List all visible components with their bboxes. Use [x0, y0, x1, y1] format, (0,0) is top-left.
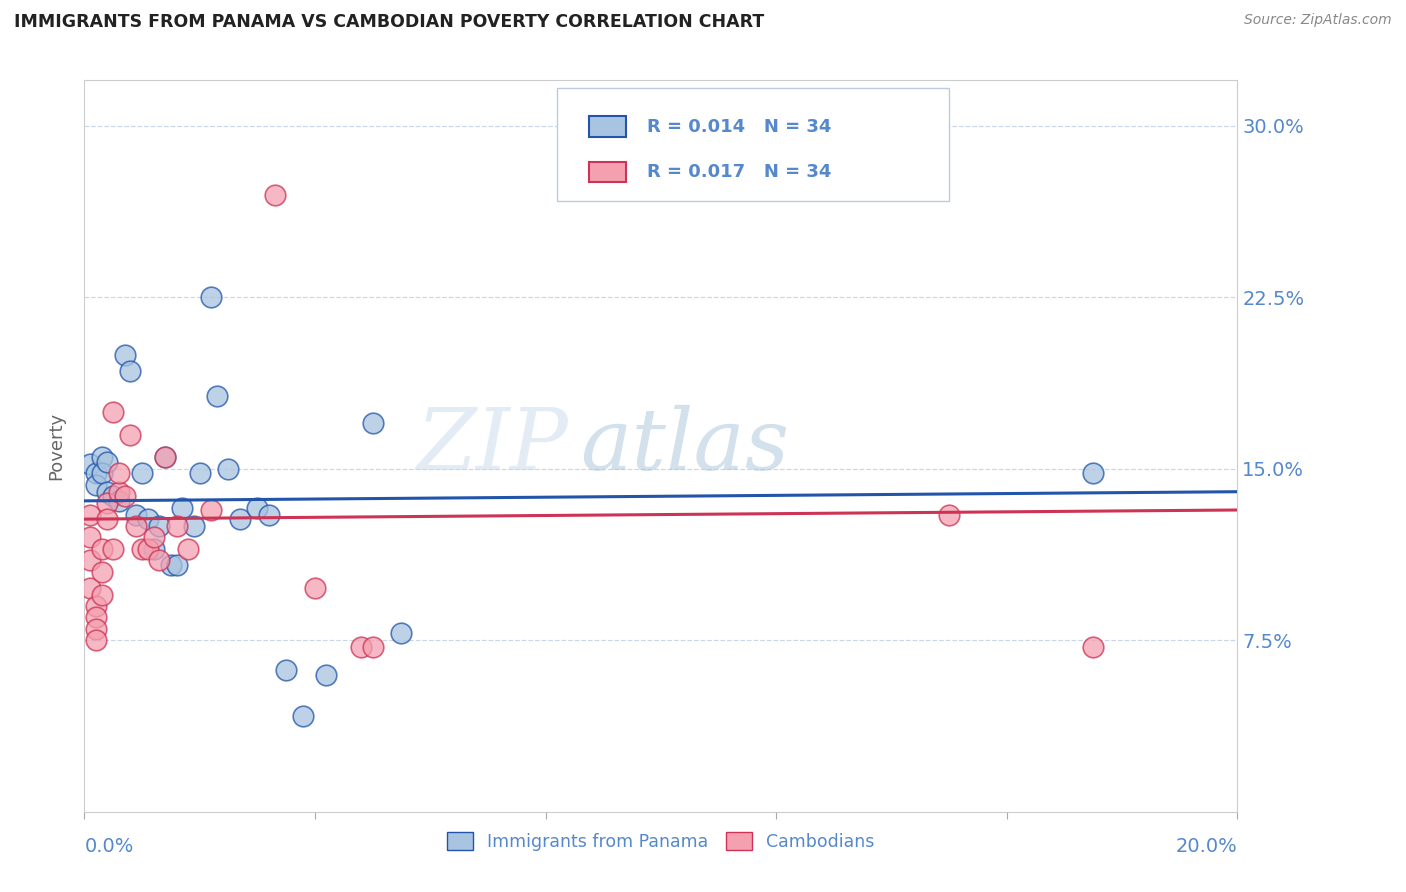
Point: [391, 626, 413, 640]
Point: [148, 553, 170, 567]
Point: [131, 467, 153, 481]
Point: [79, 553, 101, 567]
Point: [79, 458, 101, 472]
Point: [103, 405, 125, 419]
Point: [200, 503, 222, 517]
Point: [79, 581, 101, 595]
Point: [108, 493, 131, 508]
Point: [142, 541, 165, 556]
Point: [292, 708, 315, 723]
Text: R = 0.014   N = 34: R = 0.014 N = 34: [647, 118, 831, 136]
FancyBboxPatch shape: [557, 87, 949, 201]
Point: [361, 416, 384, 430]
Point: [205, 389, 228, 403]
Point: [90, 450, 112, 465]
Text: R = 0.017   N = 34: R = 0.017 N = 34: [647, 163, 831, 181]
Point: [114, 347, 136, 362]
Point: [200, 290, 222, 304]
Point: [90, 588, 112, 602]
FancyBboxPatch shape: [589, 116, 626, 136]
Point: [160, 558, 183, 572]
Point: [120, 363, 142, 377]
Point: [276, 663, 298, 677]
Point: [79, 508, 101, 522]
Point: [84, 599, 107, 613]
Point: [125, 508, 148, 522]
Point: [120, 427, 142, 442]
Point: [246, 500, 269, 515]
Text: IMMIGRANTS FROM PANAMA VS CAMBODIAN POVERTY CORRELATION CHART: IMMIGRANTS FROM PANAMA VS CAMBODIAN POVE…: [14, 13, 765, 31]
Point: [125, 519, 148, 533]
Point: [79, 530, 101, 544]
Y-axis label: Poverty: Poverty: [48, 412, 66, 480]
Point: [153, 450, 176, 465]
Point: [166, 519, 188, 533]
Point: [84, 622, 107, 636]
FancyBboxPatch shape: [589, 161, 626, 182]
Text: 20.0%: 20.0%: [1175, 838, 1237, 856]
Point: [263, 187, 285, 202]
Point: [148, 519, 170, 533]
Point: [1083, 640, 1105, 655]
Point: [90, 565, 112, 579]
Point: [172, 500, 194, 515]
Point: [90, 467, 112, 481]
Point: [177, 541, 200, 556]
Point: [96, 496, 118, 510]
Point: [350, 640, 373, 655]
Point: [84, 633, 107, 648]
Text: Source: ZipAtlas.com: Source: ZipAtlas.com: [1244, 13, 1392, 28]
Point: [96, 484, 118, 499]
Point: [103, 489, 125, 503]
Point: [136, 541, 159, 556]
Point: [103, 541, 125, 556]
Point: [84, 610, 107, 624]
Point: [1083, 467, 1105, 481]
Point: [131, 541, 153, 556]
Point: [153, 450, 176, 465]
Point: [142, 530, 165, 544]
Point: [229, 512, 252, 526]
Point: [114, 489, 136, 503]
Point: [315, 667, 337, 681]
Point: [96, 455, 118, 469]
Point: [304, 581, 326, 595]
Point: [108, 484, 131, 499]
Point: [257, 508, 280, 522]
Point: [183, 519, 205, 533]
Point: [84, 467, 107, 481]
Text: 0.0%: 0.0%: [84, 838, 134, 856]
Point: [188, 467, 211, 481]
Point: [361, 640, 384, 655]
Text: ZIP: ZIP: [416, 405, 568, 487]
Point: [166, 558, 188, 572]
Point: [90, 541, 112, 556]
Point: [84, 478, 107, 492]
Legend: Immigrants from Panama, Cambodians: Immigrants from Panama, Cambodians: [440, 825, 882, 858]
Point: [96, 512, 118, 526]
Point: [108, 467, 131, 481]
Point: [218, 462, 240, 476]
Text: atlas: atlas: [581, 405, 789, 487]
Point: [136, 512, 159, 526]
Point: [938, 508, 960, 522]
